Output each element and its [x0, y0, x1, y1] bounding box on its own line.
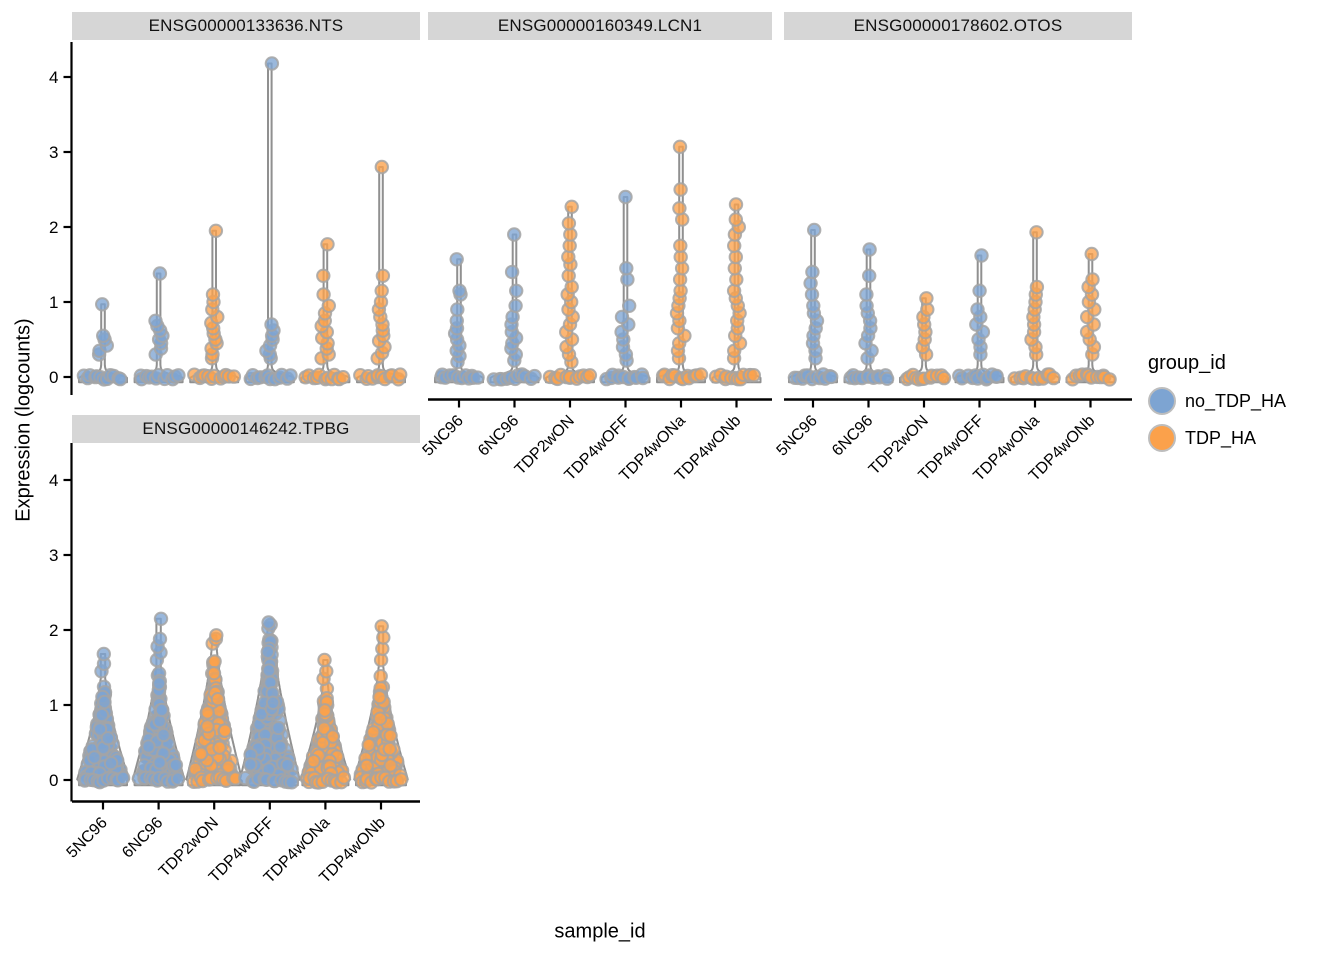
violin-TDP2wON	[899, 291, 952, 387]
violin-6NC96	[131, 611, 186, 789]
jitter-points-TDP4wONa	[1007, 225, 1061, 387]
y-axis: 0 1 2 3 4	[49, 42, 73, 395]
x-axis-label: sample_id	[554, 920, 646, 943]
svg-text:4: 4	[49, 68, 58, 87]
violin-5NC96	[787, 222, 839, 387]
violin-TDP4wONa	[299, 652, 352, 790]
panel-ENSG00000178602.OTOS: 5NC96 6NC96TDP2wONTDP4wOFFTDP4wONaTDP4wON…	[774, 222, 1132, 485]
jitter-points-TDP4wOFF	[238, 615, 300, 790]
panel-ENSG00000133636.NTS: 0 1 2 3 4	[49, 42, 408, 395]
violin-TDP4wOFF	[243, 56, 298, 387]
violin-6NC96	[486, 227, 542, 387]
legend-title: group_id	[1148, 352, 1226, 374]
jitter-points-TDP4wOFF	[243, 56, 298, 387]
svg-text:6NC96: 6NC96	[829, 412, 876, 459]
legend-item-no_TDP_HA: no_TDP_HA	[1148, 387, 1286, 415]
jitter-points-TDP2wON	[187, 223, 242, 386]
legend-item-label: TDP_HA	[1185, 427, 1257, 448]
facet-strip-tpbg: ENSG00000146242.TPBG	[72, 415, 420, 443]
violin-6NC96	[843, 242, 895, 386]
jitter-points-TDP4wONa	[298, 237, 351, 387]
svg-text:5NC96: 5NC96	[774, 412, 821, 459]
facet-strip-lcn1: ENSG00000160349.LCN1	[428, 12, 772, 40]
svg-text:5NC96: 5NC96	[64, 814, 111, 861]
svg-text:2: 2	[49, 621, 58, 640]
jitter-points-5NC96	[787, 222, 839, 387]
legend-swatch-circle	[1148, 424, 1176, 452]
violin-TDP4wOFF	[238, 615, 301, 790]
jitter-points-TDP4wONb	[708, 197, 761, 387]
jitter-points-TDP4wOFF	[599, 189, 651, 387]
jitter-points-TDP4wONa	[299, 652, 352, 790]
panel-ENSG00000146242.TPBG: 0 1 2 3 4 5NC96 6NC96TDP2wONTDP4wOFFTDP4wONaTD…	[49, 443, 420, 887]
x-axis: 5NC96 6NC96TDP2wONTDP4wOFFTDP4wONaTDP4wON…	[420, 398, 772, 485]
x-axis: 5NC96 6NC96TDP2wONTDP4wOFFTDP4wONaTDP4wON…	[774, 398, 1132, 485]
violin-TDP4wONa	[655, 139, 709, 387]
violin-5NC96	[76, 297, 128, 387]
jitter-points-TDP4wONb	[1065, 246, 1117, 387]
violin-TDP4wONa	[298, 237, 351, 387]
jitter-points-TDP4wONb	[353, 159, 408, 387]
jitter-points-TDP2wON	[899, 291, 952, 387]
y-axis: 0 1 2 3 4	[49, 443, 73, 802]
violin-5NC96	[76, 646, 131, 790]
violin-TDP4wONb	[353, 619, 409, 790]
violin-TDP4wONb	[708, 197, 762, 387]
jitter-points-5NC96	[434, 252, 485, 386]
svg-text:0: 0	[49, 771, 58, 790]
jitter-points-6NC96	[843, 242, 895, 386]
jitter-points-TDP4wONa	[655, 139, 709, 387]
y-axis-label: Expression (logcounts)	[12, 318, 35, 522]
violin-TDP4wOFF	[599, 189, 651, 387]
jitter-points-5NC96	[77, 646, 131, 790]
violin-TDP2wON	[185, 628, 243, 789]
jitter-points-6NC96	[486, 227, 542, 387]
violin-TDP4wONa	[1007, 225, 1061, 387]
violin-TDP2wON	[187, 223, 242, 386]
svg-text:3: 3	[49, 143, 58, 162]
panel-ENSG00000160349.LCN1: 5NC96 6NC96TDP2wONTDP4wOFFTDP4wONaTDP4wON…	[420, 139, 772, 485]
legend-item-TDP_HA: TDP_HA	[1148, 424, 1286, 452]
violin-5NC96	[434, 252, 485, 386]
jitter-points-5NC96	[76, 297, 128, 387]
jitter-points-TDP2wON	[186, 628, 243, 789]
violin-TDP4wONb	[353, 159, 408, 387]
violin-TDP4wOFF	[952, 248, 1005, 387]
facet-strip-otos: ENSG00000178602.OTOS	[784, 12, 1132, 40]
svg-text:6NC96: 6NC96	[475, 412, 522, 459]
svg-text:0: 0	[49, 368, 58, 387]
svg-text:3: 3	[49, 546, 58, 565]
svg-text:6NC96: 6NC96	[119, 814, 166, 861]
violin-TDP4wONb	[1065, 246, 1117, 387]
svg-text:2: 2	[49, 218, 58, 237]
violin-TDP2wON	[542, 199, 598, 387]
violin-6NC96	[133, 266, 186, 387]
jitter-points-6NC96	[133, 266, 186, 387]
legend-swatch-circle	[1148, 387, 1176, 415]
svg-text:1: 1	[49, 696, 58, 715]
jitter-points-6NC96	[131, 611, 186, 789]
x-axis: 5NC96 6NC96TDP2wONTDP4wOFFTDP4wONaTDP4wON…	[64, 800, 420, 887]
legend-items: no_TDP_HA TDP_HA	[1148, 387, 1286, 452]
legend: group_id no_TDP_HA TDP_HA	[1148, 352, 1286, 461]
svg-text:5NC96: 5NC96	[420, 412, 467, 459]
jitter-points-TDP2wON	[542, 199, 598, 387]
jitter-points-TDP4wOFF	[952, 248, 1004, 387]
legend-item-label: no_TDP_HA	[1185, 390, 1287, 411]
facet-strip-nts: ENSG00000133636.NTS	[72, 12, 420, 40]
jitter-points-TDP4wONb	[353, 619, 409, 790]
svg-text:1: 1	[49, 293, 58, 312]
svg-text:4: 4	[49, 471, 58, 490]
